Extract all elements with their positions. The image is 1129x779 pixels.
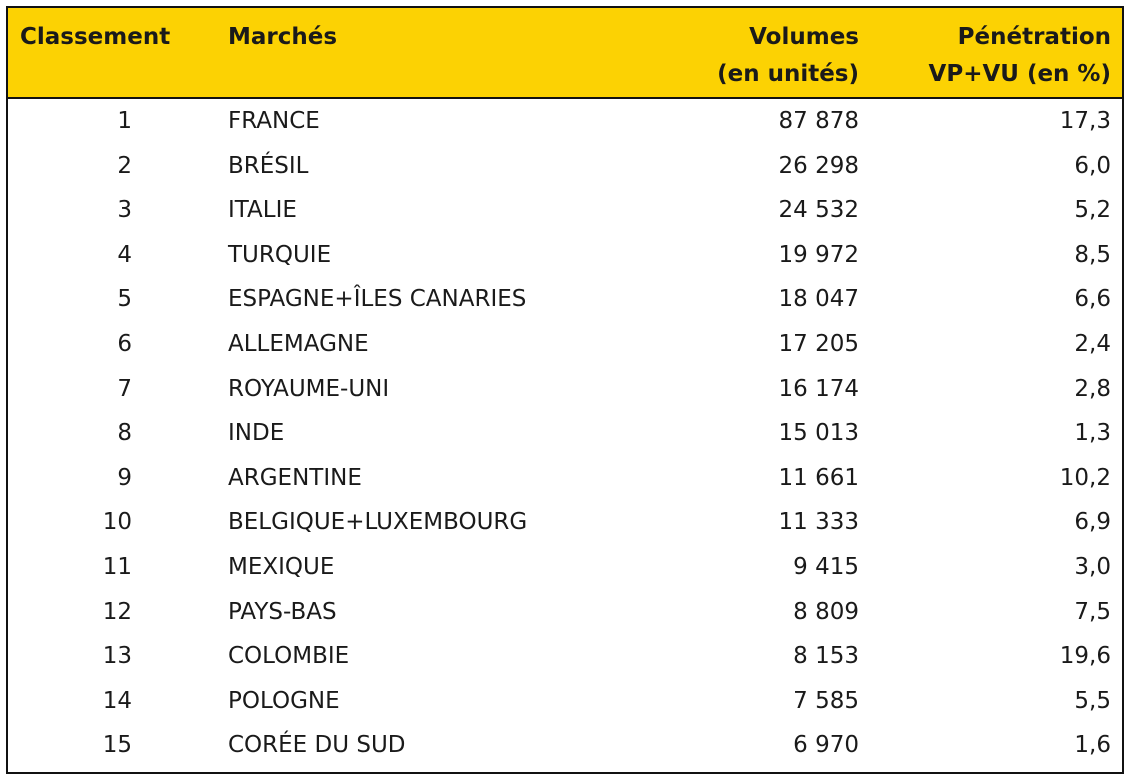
table-cell: 14: [102, 687, 132, 714]
table-cell: 17,3: [1059, 108, 1111, 134]
table-cell: INDE: [228, 420, 285, 447]
header-cell: Marchés: [228, 24, 338, 50]
header-cell: Classement: [20, 24, 171, 50]
table-cell: 19 972: [778, 241, 859, 268]
table-cell: 6,9: [1074, 509, 1111, 536]
table-cell: 2: [117, 152, 132, 179]
table-cell: 24 532: [778, 197, 859, 224]
table-cell: 1: [117, 108, 132, 134]
header-cell: Pénétration: [957, 24, 1111, 50]
table-cell: 8 153: [793, 643, 859, 670]
table-cell: 12: [102, 598, 132, 625]
table-cell: 9 415: [793, 554, 859, 580]
table-cell: BRÉSIL: [228, 152, 309, 179]
table-cell: POLOGNE: [228, 687, 340, 714]
table-cell: ALLEMAGNE: [228, 331, 369, 357]
table-cell: 3,0: [1074, 554, 1111, 580]
table-cell: BELGIQUE+LUXEMBOURG: [228, 509, 528, 536]
table-header: Classement Marchés Volumes (en unités) Pénét…: [8, 8, 1122, 99]
table-cell: 8 809: [793, 598, 859, 625]
header-cell: VP+VU (en %): [928, 61, 1111, 87]
table-cell: 16 174: [778, 375, 859, 402]
table-cell: 9: [117, 464, 132, 491]
table-cell: ARGENTINE: [228, 464, 362, 491]
table-cell: ROYAUME-UNI: [228, 375, 390, 402]
table-cell: ESPAGNE+ÎLES CANARIES: [228, 286, 527, 313]
table-cell: 8: [117, 420, 132, 447]
table-cell: 6,6: [1074, 286, 1111, 313]
table-cell: 17 205: [778, 331, 859, 357]
table-cell: 11 333: [778, 509, 859, 536]
table-cell: 11 661: [778, 464, 859, 491]
header-cell: Volumes: [749, 24, 859, 50]
table-cell: 3: [117, 197, 132, 224]
table-cell: 6 970: [793, 732, 859, 759]
table-cell: 6,0: [1074, 152, 1111, 179]
table-cell: 19,6: [1059, 643, 1111, 670]
table-cell: 4: [117, 241, 132, 268]
table-cell: 7 585: [793, 687, 859, 714]
table-cell: 18 047: [778, 286, 859, 313]
table-cell: ITALIE: [228, 197, 297, 224]
table-cell: 2,8: [1074, 375, 1111, 402]
table-cell: 5,5: [1074, 687, 1111, 714]
table-cell: 8,5: [1074, 241, 1111, 268]
table-cell: 26 298: [778, 152, 859, 179]
table-cell: 13: [102, 643, 132, 670]
table-cell: 5,2: [1074, 197, 1111, 224]
table-cell: 15 013: [778, 420, 859, 447]
table-cell: TURQUIE: [228, 241, 332, 268]
table-cell: 5: [117, 286, 132, 313]
header-cell: (en unités): [717, 61, 859, 87]
table-cell: FRANCE: [228, 108, 320, 134]
table-cell: 7,5: [1074, 598, 1111, 625]
table-cell: COLOMBIE: [228, 643, 350, 670]
table-cell: 87 878: [778, 108, 859, 134]
table-cell: 11: [102, 554, 132, 580]
table-cell: CORÉE DU SUD: [228, 732, 406, 759]
table: Classement Marchés Volumes (en unités) Pénét…: [6, 6, 1124, 774]
table-cell: 10,2: [1059, 464, 1111, 491]
table-cell: 6: [117, 331, 132, 357]
table-cell: PAYS-BAS: [228, 598, 337, 625]
table-cell: 15: [102, 732, 132, 759]
table-cell: 2,4: [1074, 331, 1111, 357]
table-cell: 1,6: [1074, 732, 1111, 759]
table-cell: 1,3: [1074, 420, 1111, 447]
table-cell: 7: [117, 375, 132, 402]
table-cell: MEXIQUE: [228, 554, 335, 580]
table-cell: 10: [102, 509, 132, 536]
